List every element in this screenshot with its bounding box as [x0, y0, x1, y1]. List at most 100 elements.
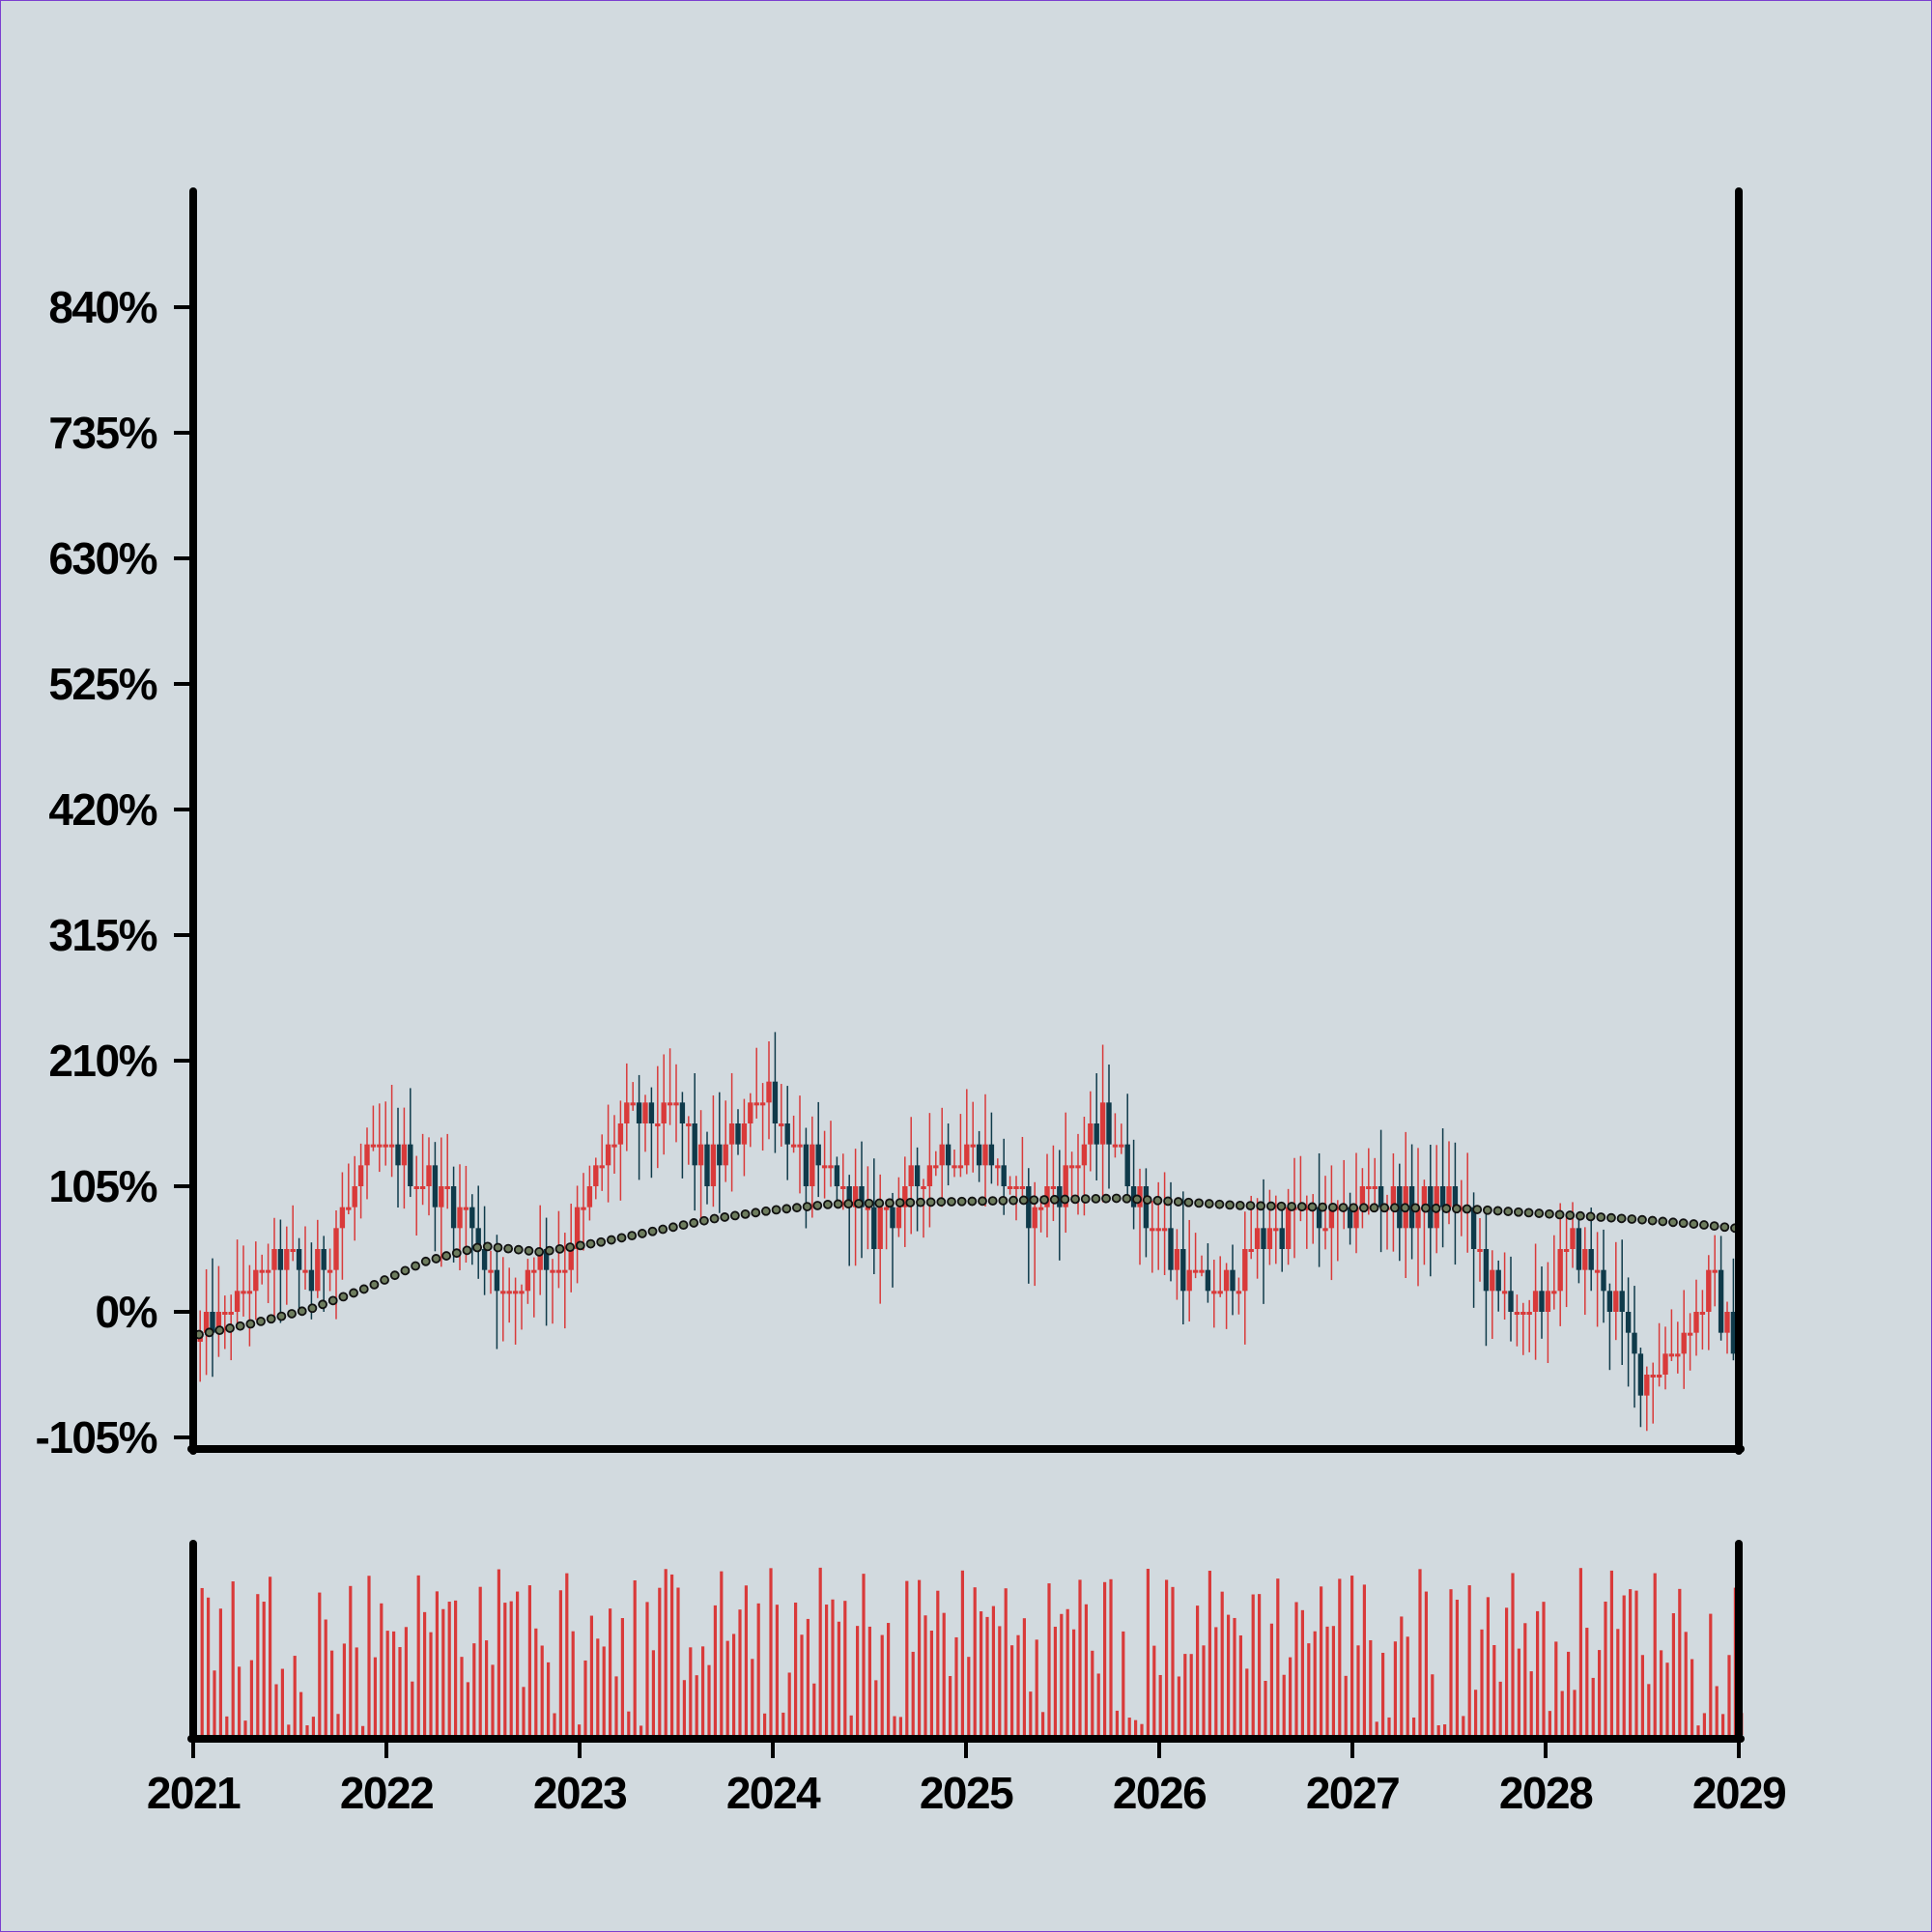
volume-bar: [330, 1650, 334, 1735]
volume-bar: [269, 1577, 272, 1735]
volume-bar: [1196, 1605, 1200, 1735]
candle-up: [1706, 1269, 1712, 1312]
candle-up: [957, 1165, 964, 1169]
candle-down: [1026, 1186, 1032, 1229]
candle-up: [1236, 1291, 1242, 1294]
volume-bar: [1331, 1626, 1335, 1735]
volume-bar: [1381, 1652, 1385, 1735]
candle-up: [790, 1144, 797, 1148]
volume-bar: [1640, 1655, 1644, 1735]
moving-average-point: [1173, 1197, 1183, 1207]
x-tick-label: 2028: [1499, 1768, 1593, 1818]
volume-bar: [1455, 1600, 1459, 1735]
volume-bar: [1647, 1684, 1651, 1735]
volume-bar: [1245, 1668, 1249, 1735]
candle-up: [537, 1249, 543, 1270]
moving-average-point: [462, 1245, 472, 1256]
candle-down: [432, 1165, 439, 1208]
volume-bar: [1053, 1626, 1057, 1735]
volume-bar: [527, 1585, 531, 1735]
moving-average-point: [905, 1197, 916, 1208]
candle-up: [939, 1144, 945, 1166]
y-tick-label: 735%: [48, 408, 156, 458]
volume-bar: [867, 1626, 871, 1735]
price-candles: [197, 1032, 1743, 1432]
candle-down: [1601, 1269, 1606, 1292]
candle-up: [1266, 1228, 1273, 1249]
candle-up: [686, 1123, 692, 1126]
moving-average-point: [472, 1242, 483, 1253]
candle-up: [624, 1102, 630, 1123]
candle-up: [234, 1291, 241, 1312]
candle-up: [284, 1249, 290, 1270]
volume-bar: [1622, 1595, 1626, 1735]
candle-up: [1242, 1249, 1248, 1292]
candle-down: [210, 1312, 215, 1333]
candle-up: [290, 1249, 296, 1252]
candle-down: [1279, 1228, 1285, 1249]
x-axis-ticks: 2021 2022 2023 2024 2025 2026 2027 2028 2029: [147, 1743, 1787, 1818]
candle-down: [1316, 1207, 1322, 1229]
volume-bar: [960, 1570, 964, 1735]
volume-bar: [1220, 1591, 1224, 1735]
moving-average-point: [1627, 1214, 1637, 1224]
moving-average-point: [411, 1261, 420, 1271]
moving-average-point: [1070, 1194, 1080, 1205]
volume-bar: [311, 1717, 315, 1735]
volume-bar: [1480, 1629, 1484, 1735]
volume-bar: [1431, 1674, 1435, 1735]
x-tick-label: 2027: [1306, 1768, 1399, 1818]
moving-average-point: [358, 1284, 369, 1294]
candle-up: [1032, 1207, 1037, 1229]
volume-bar: [1629, 1589, 1633, 1735]
x-tick-label: 2023: [533, 1768, 626, 1818]
volume-bar: [318, 1592, 322, 1735]
volume-bar: [1269, 1623, 1273, 1735]
moving-average-point: [616, 1233, 627, 1243]
candle-down: [1428, 1186, 1434, 1229]
candle-up: [500, 1291, 506, 1294]
candle-up: [271, 1249, 277, 1270]
volume-bar: [447, 1602, 451, 1735]
volume-bar: [769, 1568, 773, 1735]
candle-down: [846, 1186, 852, 1208]
volume-bar: [1084, 1604, 1088, 1735]
volume-bar: [1338, 1578, 1342, 1735]
candle-up: [1415, 1207, 1421, 1229]
volume-bar: [349, 1585, 353, 1735]
moving-average-point: [287, 1309, 297, 1319]
moving-average-point: [1349, 1203, 1359, 1213]
candle-down: [890, 1207, 895, 1229]
volume-bar: [602, 1646, 606, 1735]
candle-down: [1539, 1291, 1545, 1312]
moving-average-point: [1420, 1203, 1431, 1213]
volume-bar: [1727, 1655, 1731, 1735]
candle-up: [426, 1165, 432, 1186]
moving-average-point: [369, 1279, 380, 1290]
moving-average-point: [389, 1270, 400, 1281]
volume-bar: [1227, 1614, 1231, 1735]
volume-bar: [911, 1651, 915, 1735]
candle-up: [1390, 1186, 1397, 1208]
volume-bar: [280, 1668, 284, 1735]
candle-up: [697, 1144, 704, 1166]
volume-bar: [651, 1650, 655, 1735]
moving-average-point: [1183, 1197, 1194, 1208]
candle-up: [741, 1123, 748, 1145]
candle-down: [1619, 1291, 1625, 1312]
candle-down: [648, 1102, 655, 1123]
moving-average-point: [647, 1226, 658, 1236]
volume-bar: [1282, 1674, 1286, 1735]
candle-up: [933, 1165, 939, 1169]
candle-up: [673, 1102, 679, 1106]
candle-up: [439, 1186, 444, 1208]
volume-bar: [336, 1714, 340, 1735]
moving-average-point: [637, 1229, 647, 1238]
candle-up: [1459, 1207, 1464, 1210]
volume-bar: [293, 1656, 297, 1735]
moving-average-point: [1689, 1219, 1699, 1229]
volume-bar: [954, 1636, 958, 1735]
moving-average-point: [1410, 1203, 1421, 1213]
moving-average-point: [1091, 1194, 1101, 1204]
moving-average-point: [854, 1199, 864, 1208]
